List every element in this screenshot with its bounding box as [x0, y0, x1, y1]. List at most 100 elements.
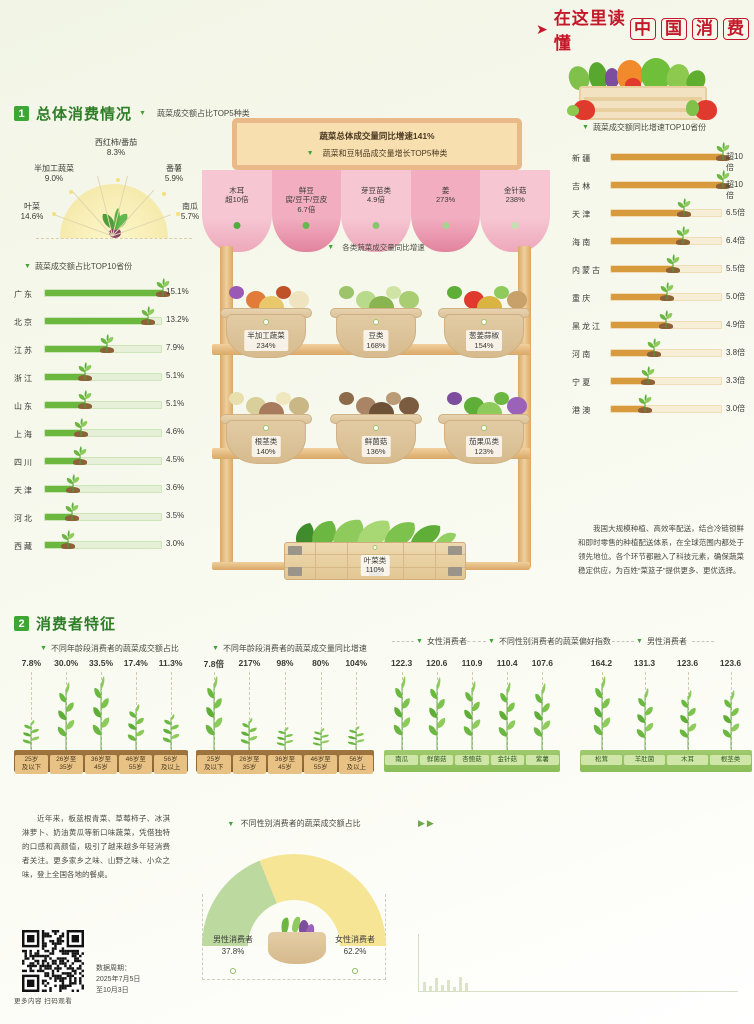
bar-row: 宁 夏 3.3倍: [572, 366, 747, 398]
plant-value: 123.6: [676, 658, 699, 668]
plant-icon: [392, 676, 412, 750]
bar-value: 3.3倍: [726, 376, 746, 385]
sprout-icon: [676, 198, 692, 216]
sprout-icon: [658, 310, 674, 328]
leafy-greens-illustration: [290, 518, 460, 546]
decorative-bar-chart: [418, 930, 738, 992]
bar-fill: [611, 266, 673, 272]
category-label: 羊肚菌: [624, 755, 665, 766]
male-preference-chart: 164.2 131.3 123.6 123.6 松茸 羊肚菌 木耳 根茎类: [580, 658, 752, 778]
plant-value: 107.6: [531, 658, 554, 668]
sprout-icon: [715, 170, 731, 188]
stall-headline-box: 蔬菜总体成交量同比增速141% ▼ 蔬菜和豆制品成交量增长TOP5种类: [232, 118, 522, 170]
plant-icon: [592, 676, 612, 750]
bar-label: 北京: [14, 318, 34, 327]
awning-panel-4: 金针菇 238%: [480, 170, 550, 252]
qr-code[interactable]: [22, 930, 84, 992]
caret-down-icon: ▼: [227, 821, 235, 828]
bar-label: 港 澳: [572, 406, 591, 415]
value-leader-line: [601, 672, 603, 750]
plant-icon: [532, 682, 552, 750]
sprout-icon: [72, 446, 88, 464]
bar-label: 内蒙古: [572, 266, 602, 275]
bar-value: 5.1%: [166, 371, 185, 380]
bar-label: 天 津: [572, 210, 591, 219]
right-paragraph: 我国大规模种植、高效率配送，结合冷链锁鲜和即时零售的种植配送体系，在全球范围内都…: [578, 524, 744, 575]
arrow-icon: ➤: [536, 20, 549, 37]
bar-value: 3.0%: [166, 539, 185, 548]
category-label: 56岁 及以上: [339, 755, 373, 774]
basket-pin: [481, 425, 487, 431]
category-label: 紫薯: [525, 755, 559, 766]
category-label: 36岁至 45岁: [268, 755, 302, 774]
awning-label: 木耳 超10倍: [225, 186, 249, 205]
bar-label: 广东: [14, 290, 34, 299]
value-leader-line: [401, 672, 403, 750]
bar-fill: [45, 486, 74, 492]
sunburst-label-3: 番薯 5.9%: [164, 164, 184, 183]
bar-track: [610, 282, 722, 301]
bar-value: 3.8倍: [726, 348, 746, 357]
category-label: 金针菇: [490, 755, 524, 766]
gender-share-donut: ▼ 不同性别消费者的蔬菜成交额占比 男性消费者 37.8%: [178, 818, 410, 988]
bar-value: 3.0倍: [726, 404, 746, 413]
bar-track: [610, 226, 722, 245]
bar-label: 新 疆: [572, 154, 591, 163]
bar-label: 海 南: [572, 238, 591, 247]
bar-fill: [45, 318, 149, 324]
awning-label: 姜 273%: [435, 186, 456, 205]
caret-down-icon: ▼: [636, 638, 643, 645]
bar-track: [610, 338, 722, 357]
basket-5: 茄果瓜类 123%: [438, 390, 530, 464]
bar-fill: [45, 430, 81, 436]
caret-down-icon: ▼: [582, 124, 589, 131]
awning-label: 芽豆苗类 4.9倍: [360, 186, 391, 205]
bar-fill: [45, 402, 85, 408]
bar-row: 河 南 3.8倍: [572, 338, 747, 370]
basket-tag: 茄果瓜类 123%: [466, 436, 502, 457]
growth-bar-chart: 新 疆超10倍吉 林超10倍天 津 6.5倍海 南 6.4倍 内蒙古 5.5倍重 庆 5.…: [572, 142, 747, 426]
brand-char-1: 中: [630, 18, 656, 40]
vegetable-crate-illustration: [563, 58, 723, 120]
bar-fill: [611, 182, 723, 188]
sprout-icon: [665, 254, 681, 272]
bar-value: 6.5倍: [726, 208, 746, 217]
basket-illustration: [264, 910, 330, 964]
plant-value: 17.4%: [123, 658, 148, 668]
category-label: 25岁 及以下: [197, 755, 231, 774]
plant-value: 7.8倍: [203, 659, 224, 669]
donut-label-female: 女性消费者 62.2%: [335, 935, 375, 956]
data-period: 数据周期： 2025年7月5日 至10月3日: [96, 965, 141, 995]
bar-track: [44, 306, 162, 325]
brand-title: ➤ 在这里读懂 中 国 消 费: [536, 4, 750, 54]
basket-tag: 半加工蔬菜 234%: [244, 330, 288, 351]
stall-subheadline: ▼ 蔬菜和豆制品成交量增长TOP5种类: [306, 148, 448, 158]
bar-row: 浙江 5.1%: [14, 362, 194, 394]
arrow-double-icon: ▶▶: [418, 818, 436, 828]
plant-value: 30.0%: [54, 658, 79, 668]
bar-row: 山东 5.1%: [14, 390, 194, 422]
bar-track: [610, 198, 722, 217]
female-preference-chart: 122.3 120.6 110.9 110.4 107.6 南瓜 鲜菌菇 杏鲍菇 金针菇 紫薯: [384, 658, 560, 778]
decorative-y-axis: [418, 934, 419, 992]
bar-value: 4.5%: [166, 455, 185, 464]
brand-char-4: 费: [723, 18, 749, 40]
plant-value: 120.6: [426, 658, 448, 668]
plant-icon: [427, 676, 447, 750]
bar-label: 河 南: [572, 350, 591, 359]
bar-label: 河北: [14, 514, 34, 523]
awning-label: 鲜豆 腐/豆干/豆皮 6.7倍: [285, 186, 328, 214]
category-label: 木耳: [667, 755, 708, 766]
age-growth-heading: ▼ 不同年龄段消费者的蔬菜成交量同比增速: [212, 644, 367, 653]
category-label: 南瓜: [385, 755, 419, 766]
plant-icon: [91, 676, 111, 750]
bar-row: 上海 4.6%: [14, 418, 194, 450]
sprout-icon: [77, 362, 93, 380]
plant-value: 110.9: [461, 658, 483, 668]
sprout-icon: [675, 226, 691, 244]
category-label: 25岁 及以下: [15, 755, 48, 774]
bottom-paragraph: 近年来，板蓝根青菜、草莓柿子、冰淇淋萝卜、奶油黄瓜等新口味蔬菜，凭借独特的口感和…: [22, 814, 170, 879]
soil-band: [580, 750, 752, 772]
bar-label: 宁 夏: [572, 378, 591, 387]
